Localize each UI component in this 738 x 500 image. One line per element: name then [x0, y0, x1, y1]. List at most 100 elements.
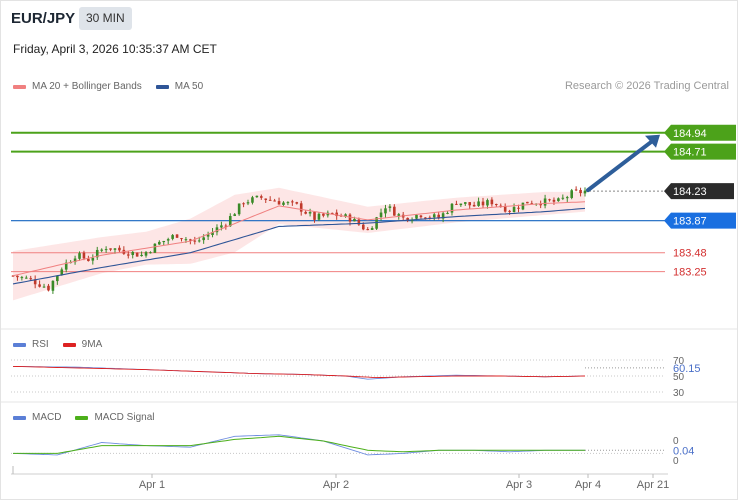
candle-body [455, 203, 458, 205]
legend-item-ma20: MA 20 + Bollinger Bands [13, 81, 142, 92]
ma20-line [12, 201, 586, 277]
candle-body [29, 278, 33, 280]
candle-body [415, 214, 418, 219]
last-price-tag [664, 183, 734, 200]
candle-body [299, 203, 303, 212]
legend-swatch-ma50 [155, 84, 169, 89]
candle-body [384, 208, 387, 214]
candle-body [446, 212, 449, 214]
x-label-2: Apr 3 [506, 479, 532, 491]
candle-body [330, 212, 334, 214]
candle-body [118, 247, 121, 251]
candle-body [441, 213, 445, 219]
legend-swatch-ma20 [13, 84, 26, 89]
candle-body [220, 225, 223, 228]
legend-swatch-9ma [62, 342, 76, 347]
legend-item-macd: MACD [13, 412, 61, 423]
candle-body [202, 237, 205, 241]
legend-item-ma50: MA 50 [155, 81, 203, 92]
candle-body [481, 201, 485, 206]
candle-body [153, 243, 157, 253]
candle-body [91, 257, 95, 261]
candle-body [286, 202, 290, 204]
candle-body [73, 258, 77, 263]
candle-body [508, 210, 511, 212]
candle-body [366, 229, 370, 231]
macd-tick-top: 0 [673, 436, 679, 447]
candle-body [20, 277, 24, 279]
candle-body [295, 202, 299, 204]
level-label-183.48: 183.48 [673, 248, 707, 260]
candle-body [56, 275, 59, 282]
x-label-0: Apr 1 [139, 479, 165, 491]
candle-body [486, 200, 489, 206]
rsi-tick-70: 70 [673, 356, 685, 367]
rsi-legend: RSI 9MA [13, 339, 102, 350]
bollinger-band [13, 187, 585, 301]
candle-body [468, 202, 472, 206]
candle-body [100, 249, 103, 251]
candle-body [472, 204, 476, 207]
candle-body [25, 277, 28, 279]
candle-body [144, 252, 148, 256]
level-label-184.94: 184.94 [673, 128, 707, 140]
candle-body [126, 254, 130, 256]
legend-swatch-macd-signal [75, 415, 89, 420]
candle-body [255, 195, 259, 198]
legend-label-macd: MACD [32, 412, 62, 423]
candle-body [42, 286, 46, 288]
candle-body [166, 239, 170, 241]
candle-body [282, 202, 285, 205]
candle-body [570, 190, 573, 198]
candle-body [361, 224, 365, 230]
datetime-label: Friday, April 3, 2026 10:35:37 AM CET [13, 42, 217, 56]
candle-body [344, 214, 347, 217]
candle-body [158, 241, 161, 245]
candle-body [370, 228, 374, 230]
ma50-line [12, 207, 586, 285]
macd-legend: MACD MACD Signal [13, 412, 154, 423]
candle-body [215, 227, 219, 233]
candle-body [379, 212, 383, 218]
projection-arrow-head [645, 134, 660, 148]
candle-body [543, 198, 547, 206]
credit-text: Research © 2026 Trading Central [564, 80, 729, 92]
candle-body [277, 201, 281, 205]
candle-body [512, 206, 516, 213]
rsi-last-value: 60.15 [673, 363, 701, 375]
candle-body [495, 204, 498, 206]
candle-body [189, 239, 192, 241]
candle-body [206, 234, 210, 237]
timeframe-badge[interactable]: 30 MIN [79, 7, 132, 30]
candle-body [530, 203, 534, 205]
candle-body [264, 198, 268, 200]
candle-body [211, 232, 214, 236]
level-label-183.25: 183.25 [673, 267, 707, 279]
candle-body [539, 203, 542, 206]
candle-body [197, 240, 201, 242]
candle-body [251, 197, 254, 203]
level-tag-184.94 [664, 124, 736, 141]
candle-body [87, 258, 90, 262]
candle-body [237, 203, 241, 215]
candle-body [78, 253, 81, 259]
candle-body [82, 252, 86, 259]
legend-label-ma20: MA 20 + Bollinger Bands [32, 81, 142, 92]
candle-body [526, 201, 529, 204]
legend-label-9ma: 9MA [81, 339, 103, 350]
level-label-183.87: 183.87 [673, 216, 707, 228]
candle-body [113, 248, 117, 250]
candle-body [450, 203, 454, 213]
rsi-9ma-line [12, 365, 586, 379]
candle-body [51, 280, 55, 291]
legend-label-macd-signal: MACD Signal [94, 412, 155, 423]
macd-line [12, 434, 585, 456]
candle-body [233, 214, 237, 216]
candle-body [33, 279, 37, 285]
candle-body [477, 201, 480, 206]
candle-body [432, 214, 436, 218]
rsi-tick-30: 30 [673, 388, 685, 399]
candle-body [552, 199, 556, 202]
x-label-4: Apr 21 [637, 479, 669, 491]
candle-body [47, 285, 50, 291]
